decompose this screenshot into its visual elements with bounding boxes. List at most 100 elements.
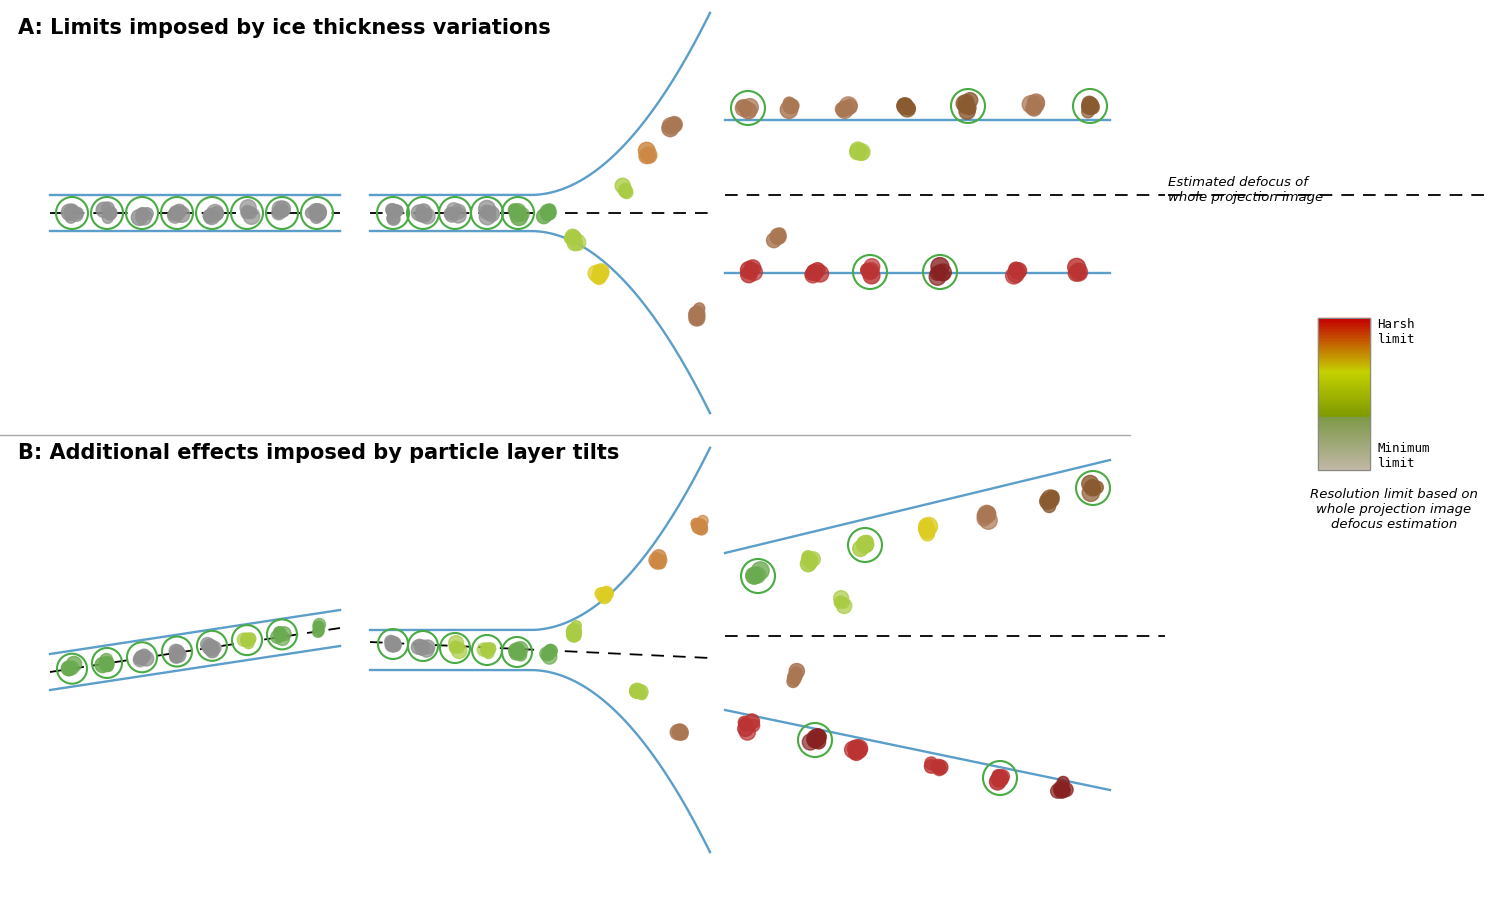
Circle shape (928, 269, 946, 286)
Bar (1318, 335, 1370, 336)
Circle shape (744, 714, 759, 729)
Circle shape (856, 536, 873, 552)
Circle shape (387, 212, 399, 224)
Bar (1318, 399, 1370, 401)
Circle shape (620, 184, 632, 196)
Bar (1318, 425, 1370, 426)
Circle shape (514, 649, 525, 659)
Circle shape (386, 638, 399, 652)
Circle shape (1044, 493, 1059, 507)
Circle shape (746, 263, 758, 276)
Bar (1318, 456, 1370, 458)
Bar (1318, 318, 1370, 470)
Circle shape (864, 267, 876, 278)
Circle shape (806, 551, 820, 567)
Bar (1318, 329, 1370, 330)
Circle shape (1011, 263, 1026, 278)
Circle shape (274, 201, 291, 216)
Circle shape (926, 757, 938, 770)
Circle shape (744, 266, 756, 278)
Circle shape (516, 207, 530, 221)
Circle shape (135, 651, 148, 665)
Circle shape (310, 206, 326, 222)
Circle shape (416, 208, 429, 222)
Circle shape (740, 718, 752, 729)
Circle shape (141, 207, 153, 220)
Circle shape (314, 619, 326, 630)
Circle shape (1028, 101, 1041, 115)
Circle shape (849, 748, 861, 760)
Bar (1318, 365, 1370, 366)
Circle shape (806, 268, 818, 280)
Circle shape (482, 647, 492, 656)
Circle shape (963, 101, 976, 115)
Circle shape (386, 204, 398, 216)
Circle shape (594, 269, 606, 281)
Bar (1318, 410, 1370, 412)
Bar (1318, 467, 1370, 469)
Circle shape (483, 648, 494, 658)
Circle shape (480, 644, 494, 656)
Circle shape (858, 537, 873, 552)
Circle shape (664, 121, 676, 133)
Circle shape (96, 202, 111, 217)
Circle shape (417, 208, 429, 221)
Bar (1318, 430, 1370, 432)
Bar (1318, 353, 1370, 355)
Circle shape (540, 205, 556, 220)
Bar (1318, 395, 1370, 397)
Circle shape (278, 627, 291, 640)
Circle shape (852, 541, 868, 557)
Circle shape (276, 205, 290, 217)
Circle shape (738, 717, 750, 728)
Circle shape (770, 228, 786, 244)
Circle shape (747, 719, 759, 732)
Circle shape (542, 649, 556, 665)
Bar (1318, 403, 1370, 405)
Circle shape (1082, 99, 1096, 114)
Circle shape (740, 724, 756, 740)
Circle shape (510, 647, 522, 660)
Circle shape (447, 203, 460, 217)
Bar (1318, 336, 1370, 338)
Bar (1318, 420, 1370, 421)
Circle shape (834, 597, 846, 608)
Circle shape (588, 265, 604, 282)
Circle shape (592, 266, 609, 282)
Circle shape (66, 212, 76, 224)
Circle shape (650, 553, 664, 568)
Circle shape (242, 207, 254, 219)
Circle shape (272, 630, 284, 643)
Circle shape (544, 645, 555, 655)
Circle shape (62, 204, 78, 221)
Circle shape (812, 735, 825, 749)
Circle shape (567, 624, 582, 639)
Circle shape (654, 558, 666, 568)
Circle shape (858, 541, 870, 553)
Circle shape (996, 770, 1010, 783)
Circle shape (204, 212, 216, 223)
Circle shape (639, 142, 656, 159)
Circle shape (1010, 265, 1025, 279)
Bar (1318, 357, 1370, 359)
Circle shape (897, 98, 914, 114)
Circle shape (136, 207, 148, 220)
Circle shape (510, 204, 525, 218)
Circle shape (390, 205, 402, 216)
Circle shape (1029, 100, 1041, 112)
Circle shape (387, 638, 398, 649)
Circle shape (201, 638, 214, 651)
Circle shape (862, 263, 879, 278)
Circle shape (1088, 483, 1101, 496)
Circle shape (387, 638, 398, 650)
Circle shape (630, 683, 645, 699)
Text: Harsh
limit: Harsh limit (1377, 318, 1414, 346)
Bar (1318, 383, 1370, 385)
Circle shape (484, 644, 495, 655)
Circle shape (170, 206, 184, 221)
Circle shape (621, 186, 633, 198)
Circle shape (600, 586, 613, 600)
Bar (1318, 333, 1370, 335)
Circle shape (72, 207, 82, 219)
Circle shape (801, 552, 814, 566)
